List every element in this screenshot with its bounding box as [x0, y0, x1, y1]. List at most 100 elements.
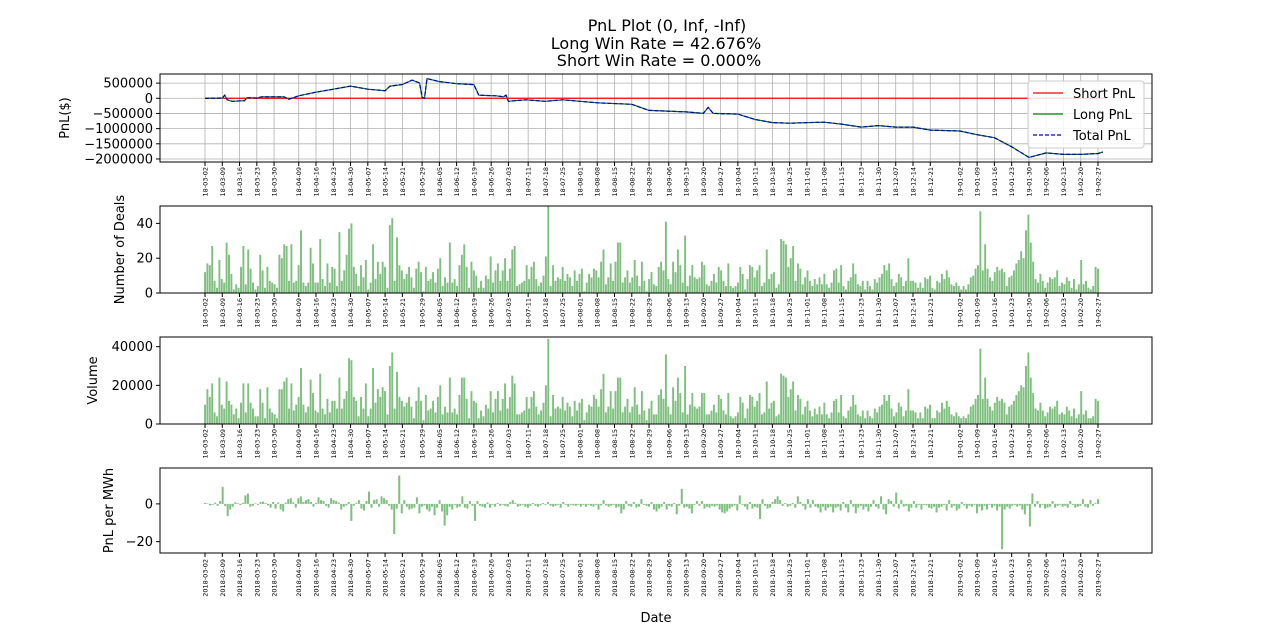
- bar: [727, 393, 730, 424]
- bar: [960, 289, 963, 293]
- bar: [722, 410, 725, 424]
- x-tick-label: 2018-10-11: [752, 559, 760, 597]
- bar: [564, 280, 567, 293]
- bar: [977, 395, 979, 424]
- bar: [895, 282, 898, 293]
- bar: [472, 270, 475, 293]
- bar: [547, 338, 550, 424]
- x-tick-label: 2018-10-18: [769, 559, 777, 597]
- bar: [652, 284, 655, 293]
- bar: [420, 503, 423, 507]
- bar: [813, 408, 816, 424]
- bar: [751, 396, 754, 424]
- bar: [809, 503, 812, 508]
- x-tick-label: 19-01-30: [1025, 298, 1033, 328]
- bar: [600, 261, 603, 293]
- bar: [580, 268, 583, 293]
- bar: [271, 412, 274, 424]
- bar: [875, 503, 878, 507]
- bar: [554, 408, 557, 424]
- bar: [518, 414, 521, 424]
- bar: [554, 503, 557, 506]
- bar: [235, 408, 238, 424]
- bar: [720, 270, 723, 293]
- bar: [342, 503, 345, 507]
- x-tick-label: 19-01-09: [974, 429, 982, 459]
- x-tick-label: 2018-04-16: [313, 559, 321, 597]
- bar: [729, 286, 732, 293]
- bar: [251, 503, 254, 506]
- bar: [1031, 493, 1034, 504]
- x-tick-label: 18-10-18: [769, 167, 777, 197]
- x-tick-label: 19-02-27: [1095, 167, 1103, 197]
- x-tick-label: 2019-01-30: [1025, 559, 1033, 597]
- bar: [274, 503, 277, 509]
- plot-frame: [159, 73, 1153, 163]
- bar: [309, 502, 312, 504]
- bar: [727, 263, 730, 293]
- x-tick-label: 18-07-18: [542, 429, 550, 459]
- bar: [628, 282, 631, 293]
- bar: [427, 280, 430, 293]
- x-tick-label: 2018-11-01: [803, 559, 811, 597]
- bar: [931, 287, 934, 293]
- bar: [333, 400, 336, 424]
- bar: [828, 418, 831, 424]
- bar: [945, 503, 948, 511]
- bar: [832, 400, 835, 424]
- bar: [1082, 284, 1085, 293]
- bar: [367, 416, 370, 424]
- bar: [864, 418, 867, 424]
- bar: [216, 287, 218, 293]
- bar: [917, 287, 919, 293]
- bar: [991, 410, 994, 424]
- bar: [1003, 503, 1006, 510]
- bar: [1053, 406, 1056, 424]
- plot-frame: [159, 467, 1153, 554]
- bar: [648, 279, 651, 293]
- bar: [567, 503, 570, 507]
- bar: [314, 502, 318, 504]
- x-tick-label: 2018-04-09: [295, 559, 303, 597]
- bar: [847, 280, 850, 293]
- bar: [403, 279, 406, 293]
- bar: [328, 282, 331, 293]
- bar: [724, 414, 727, 424]
- bar: [938, 503, 941, 508]
- bar: [840, 265, 843, 293]
- bar: [1041, 503, 1044, 505]
- bar: [302, 404, 305, 424]
- bar: [532, 261, 535, 293]
- bar: [355, 273, 358, 293]
- bar: [431, 503, 434, 507]
- bar: [658, 503, 661, 509]
- bar: [787, 266, 790, 293]
- bar: [957, 416, 960, 424]
- bar: [511, 500, 514, 504]
- bar: [572, 503, 575, 506]
- bar: [484, 275, 487, 293]
- x-tick-label: 18-12-07: [892, 167, 900, 197]
- bar: [996, 266, 999, 293]
- x-tick-label: 18-09-20: [700, 429, 708, 459]
- bar: [294, 503, 297, 508]
- bar: [259, 254, 262, 293]
- bar: [1041, 410, 1044, 424]
- bar: [1044, 503, 1047, 509]
- bar: [520, 412, 523, 424]
- bar: [653, 503, 656, 510]
- bar: [348, 228, 350, 293]
- bar: [519, 503, 522, 506]
- bar: [880, 404, 883, 424]
- bar: [348, 358, 350, 424]
- bar: [304, 500, 307, 504]
- bar: [974, 398, 977, 424]
- bar: [751, 503, 754, 509]
- x-tick-label: 18-09-13: [683, 429, 691, 459]
- bar: [698, 503, 701, 506]
- bar: [436, 268, 439, 293]
- bar: [909, 410, 912, 424]
- bar: [741, 503, 744, 505]
- bar: [861, 410, 864, 424]
- bar: [350, 223, 353, 293]
